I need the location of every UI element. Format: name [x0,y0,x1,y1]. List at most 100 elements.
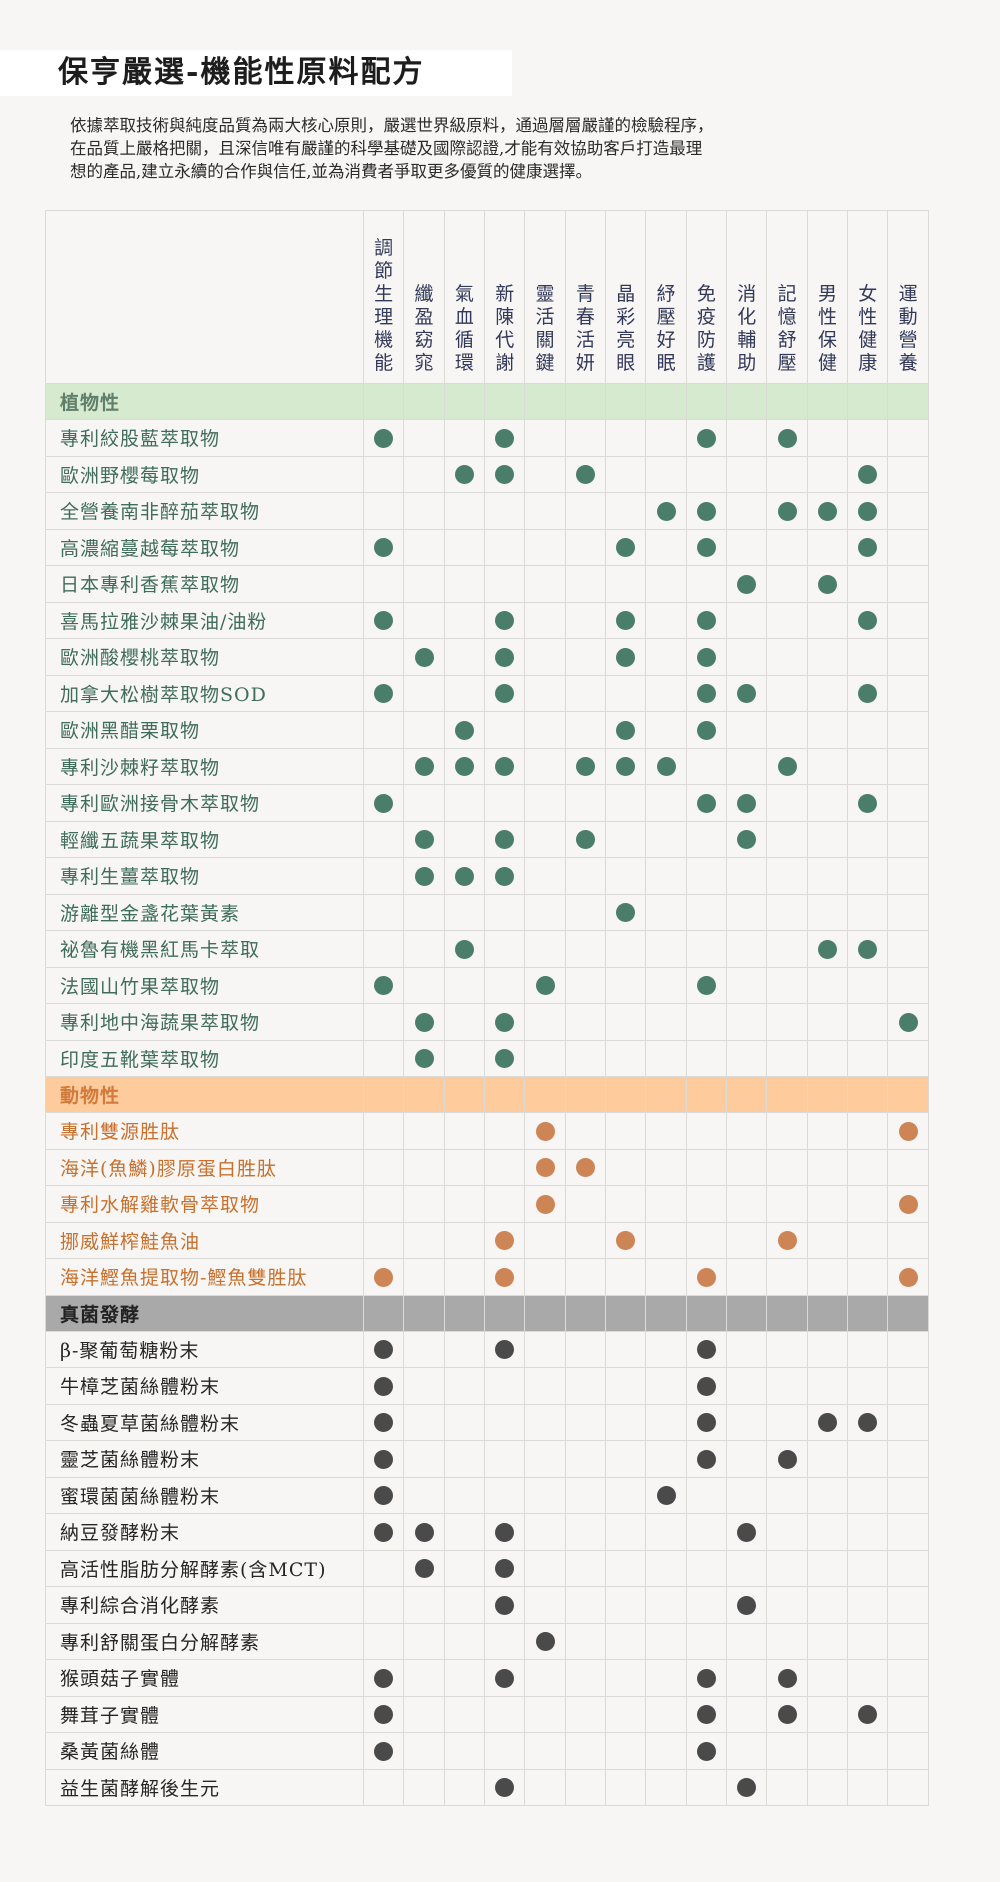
function-cell [847,1112,889,1150]
function-cell [443,674,486,712]
function-cell [685,857,728,895]
function-cell [564,1112,607,1150]
table-row: β-聚葡萄糖粉末 [45,1330,929,1368]
section-cell [524,383,566,420]
function-cell [766,784,808,822]
function-cell [887,1513,929,1551]
function-cell [726,711,768,749]
applicable-dot [495,830,515,850]
function-cell [726,857,768,895]
applicable-dot [656,1486,676,1506]
function-cell [645,1403,687,1441]
applicable-dot [374,684,394,704]
function-cell [403,820,445,858]
function-cell [484,930,526,968]
applicable-dot [858,1705,878,1725]
function-cell [685,784,728,822]
function-cell [887,419,929,457]
function-cell [524,1221,566,1259]
function-cell [564,455,607,493]
column-header-label: 纖盈窈窕 [414,283,434,374]
applicable-dot [737,1595,757,1615]
function-cell [887,747,929,785]
function-cell [645,638,687,676]
table-row: 挪威鮮榨鮭魚油 [45,1221,929,1259]
function-cell [524,893,566,931]
page-title: 保亨嚴選-機能性原料配方 [58,55,425,90]
function-cell [887,930,929,968]
column-header-label: 女性健康 [858,283,878,374]
function-cell [685,1732,728,1770]
function-cell [847,893,889,931]
function-cell [524,565,566,603]
function-cell [645,1112,687,1150]
ingredient-name: 專利水解雞軟骨萃取物 [45,1185,364,1223]
function-cell [524,1586,566,1624]
function-cell [362,820,405,858]
section-cell [443,383,486,420]
function-cell [887,1768,929,1806]
applicable-dot [696,647,716,667]
section-cell [484,1076,526,1113]
function-cell [484,1112,526,1150]
function-cell [726,1622,768,1660]
function-cell [605,1330,647,1368]
function-cell [443,1476,486,1514]
function-cell [806,1732,849,1770]
function-cell [806,1768,849,1806]
function-cell [524,1549,566,1587]
ingredient-name: 挪威鮮榨鮭魚油 [45,1221,364,1259]
function-cell [403,930,445,968]
function-cell [443,966,486,1004]
function-cell [605,711,647,749]
function-cell [766,1768,808,1806]
function-cell [685,1549,728,1587]
applicable-dot [656,757,676,777]
function-cell [645,1148,687,1186]
function-cell [726,1549,768,1587]
applicable-dot [495,1231,515,1251]
function-cell [645,1221,687,1259]
function-cell [726,1221,768,1259]
intro-paragraph: 依據萃取技術與純度品質為兩大核心原則，嚴選世界級原料，通過層層嚴謹的檢驗程序， … [70,114,890,183]
function-cell [524,1768,566,1806]
function-cell [403,747,445,785]
table-row: 輕纖五蔬果萃取物 [45,820,929,858]
function-cell [847,784,889,822]
function-cell [726,784,768,822]
function-cell [806,528,849,566]
function-cell [726,565,768,603]
function-cell [484,601,526,639]
function-cell [887,1659,929,1697]
function-cell [685,1622,728,1660]
function-cell [564,1732,607,1770]
function-cell [645,820,687,858]
function-cell [887,893,929,931]
function-cell [887,1112,929,1150]
section-cell [605,1076,647,1113]
function-cell [443,601,486,639]
applicable-dot [454,939,474,959]
function-cell [362,528,405,566]
function-cell [645,893,687,931]
function-cell [847,1695,889,1733]
function-cell [645,1476,687,1514]
applicable-dot [374,1705,394,1725]
applicable-dot [696,976,716,996]
function-cell [887,1549,929,1587]
function-cell [605,455,647,493]
section-cell [887,1294,929,1332]
function-cell [564,966,607,1004]
function-cell [362,930,405,968]
function-cell [362,784,405,822]
function-cell [443,638,486,676]
table-row: 舞茸子實體 [45,1695,929,1733]
section-cell [484,1294,526,1332]
applicable-dot [495,428,515,448]
function-cell [443,1440,486,1478]
function-cell [726,893,768,931]
function-cell [645,1003,687,1041]
function-cell [887,966,929,1004]
applicable-dot [898,1194,918,1214]
function-cell [645,1330,687,1368]
